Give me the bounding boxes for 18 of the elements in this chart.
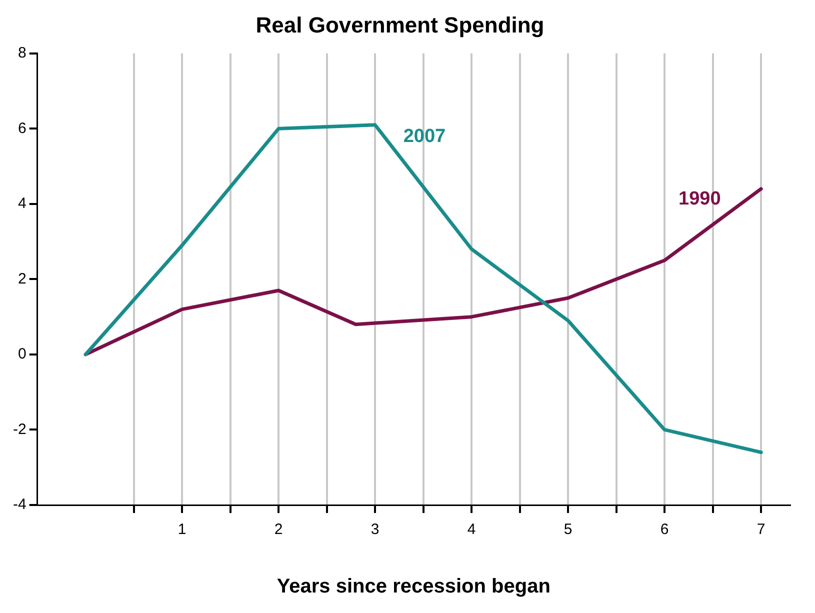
x-tick-label: 3 [370, 521, 380, 538]
y-tick-label: -2 [12, 420, 26, 438]
x-tick-label: 6 [660, 521, 669, 538]
y-tick-label: -4 [12, 496, 26, 514]
x-tick-label: 5 [564, 521, 572, 538]
x-tick-label: 2 [274, 521, 283, 538]
series-label: 2007 [403, 126, 446, 148]
x-tick-label: 7 [756, 521, 766, 538]
y-tick-label: 4 [18, 195, 26, 212]
x-tick-label: 4 [467, 521, 476, 538]
series-label: 1990 [678, 188, 721, 210]
x-axis-title: Years since recession began [276, 576, 550, 598]
y-tick-label: 6 [18, 120, 26, 137]
y-tick-label: 8 [18, 44, 26, 62]
y-tick-label: 0 [18, 346, 26, 363]
x-tick-label: 1 [178, 521, 186, 538]
y-tick-label: 2 [18, 270, 26, 288]
chart-title: Real Government Spending [256, 12, 544, 38]
